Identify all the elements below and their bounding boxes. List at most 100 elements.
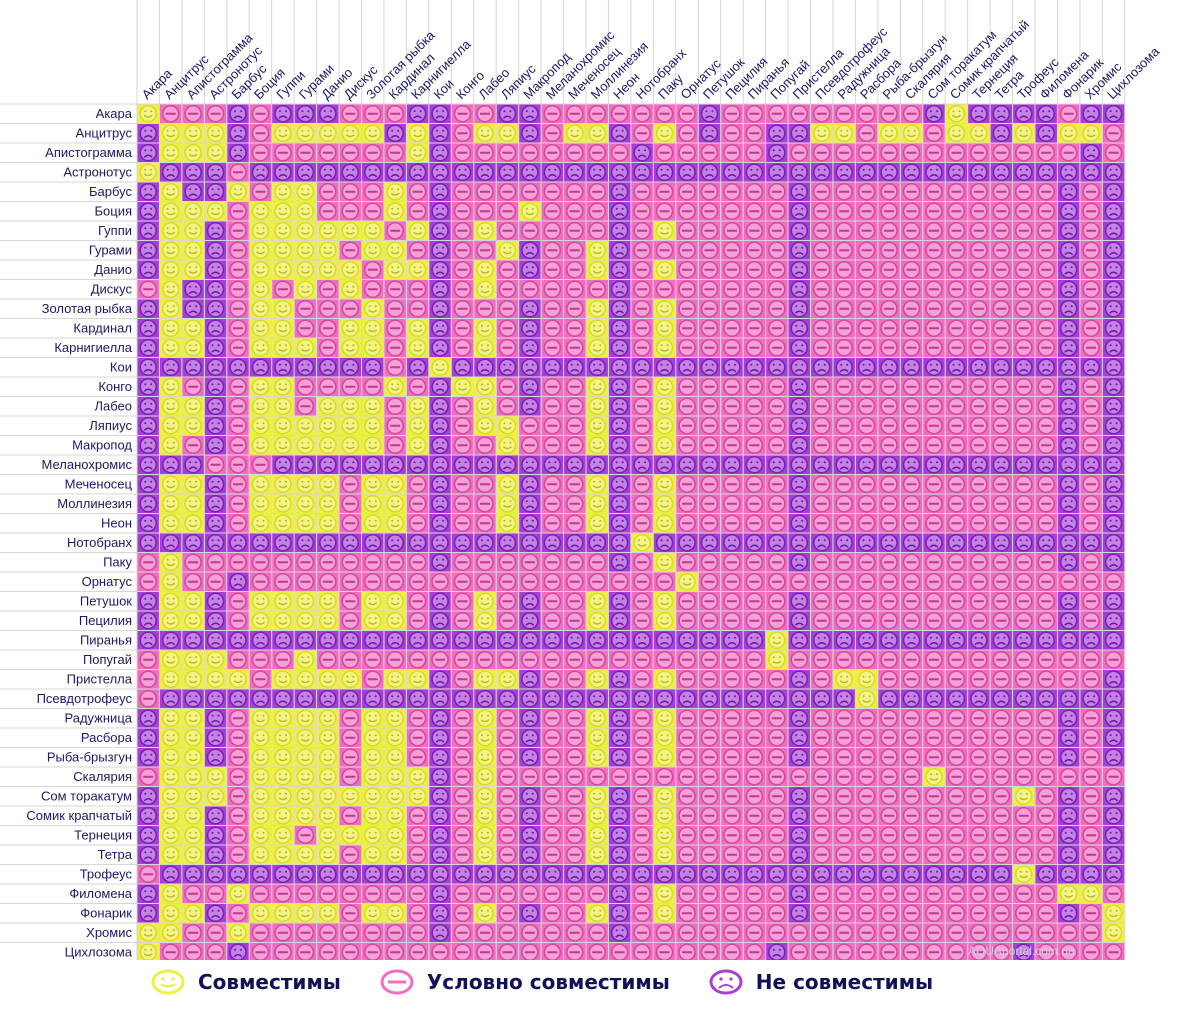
compatibility-cell (833, 767, 855, 786)
compatibility-cell (474, 182, 496, 201)
compatibility-cell (496, 806, 519, 825)
compatibility-cell (811, 943, 833, 960)
compatibility-cell (1080, 865, 1102, 884)
compatibility-cell (1080, 806, 1102, 825)
compatibility-cell (1080, 553, 1102, 572)
compatibility-cell (1013, 943, 1035, 960)
compatibility-cell (249, 767, 272, 786)
compatibility-cell (159, 533, 182, 552)
compatibility-cell (1057, 338, 1080, 357)
compatibility-cell (1057, 865, 1080, 884)
row-label: Нотобранх (67, 535, 132, 550)
compatibility-cell (698, 631, 721, 650)
compatibility-cell (811, 553, 833, 572)
compatibility-cell (182, 124, 204, 143)
compatibility-cell (519, 221, 541, 240)
compatibility-cell (698, 455, 721, 474)
compatibility-cell (811, 904, 833, 923)
compatibility-cell (855, 436, 878, 455)
compatibility-cell (676, 202, 698, 221)
compatibility-cell (317, 416, 339, 435)
compatibility-cell (923, 709, 945, 728)
compatibility-cell (541, 611, 564, 630)
compatibility-cell (1013, 319, 1035, 338)
compatibility-cell (317, 631, 339, 650)
compatibility-cell (1035, 592, 1057, 611)
row-label: Кардинал (73, 321, 132, 336)
compatibility-cell (204, 475, 227, 494)
compatibility-cell (855, 494, 878, 513)
compatibility-cell (631, 670, 653, 689)
compatibility-cell (833, 572, 855, 591)
compatibility-cell (1102, 670, 1125, 689)
compatibility-cell (653, 611, 676, 630)
compatibility-cell (1013, 767, 1035, 786)
compatibility-cell (653, 163, 676, 182)
compatibility-cell (362, 319, 384, 338)
compatibility-cell (721, 923, 743, 942)
compatibility-cell (564, 299, 586, 318)
compatibility-cell (541, 397, 564, 416)
compatibility-cell (272, 455, 294, 474)
compatibility-cell (1035, 299, 1057, 318)
compatibility-cell (519, 416, 541, 435)
compatibility-cell (406, 806, 429, 825)
compatibility-cell (586, 592, 608, 611)
frown-icon (709, 969, 743, 995)
compatibility-cell (900, 572, 923, 591)
compatibility-cell (339, 358, 361, 377)
row-label: Акара (96, 106, 133, 121)
compatibility-cell (564, 728, 586, 747)
compatibility-cell (362, 104, 384, 123)
compatibility-cell (159, 416, 182, 435)
compatibility-cell (451, 553, 474, 572)
compatibility-cell (1080, 826, 1102, 845)
compatibility-cell (721, 514, 743, 533)
compatibility-cell (451, 806, 474, 825)
compatibility-cell (294, 923, 317, 942)
compatibility-cell (227, 182, 249, 201)
compatibility-cell (698, 611, 721, 630)
compatibility-cell (384, 884, 406, 903)
compatibility-cell (159, 475, 182, 494)
compatibility-cell (811, 182, 833, 201)
compatibility-cell (653, 865, 676, 884)
compatibility-cell (923, 260, 945, 279)
compatibility-cell (159, 943, 182, 960)
compatibility-cell (1102, 884, 1125, 903)
compatibility-cell (788, 884, 810, 903)
compatibility-cell (1013, 475, 1035, 494)
compatibility-cell (564, 163, 586, 182)
compatibility-cell (294, 280, 317, 299)
compatibility-cell (249, 845, 272, 864)
compatibility-cell (137, 436, 159, 455)
compatibility-cell (227, 299, 249, 318)
compatibility-cell (362, 689, 384, 708)
compatibility-cell (384, 787, 406, 806)
compatibility-cell (631, 338, 653, 357)
compatibility-cell (923, 221, 945, 240)
compatibility-cell (339, 943, 361, 960)
compatibility-cell (1035, 650, 1057, 669)
compatibility-cell (227, 553, 249, 572)
compatibility-cell (788, 163, 810, 182)
compatibility-cell (721, 397, 743, 416)
compatibility-cell (608, 514, 631, 533)
compatibility-cell (878, 475, 900, 494)
compatibility-cell (406, 358, 429, 377)
compatibility-cell (586, 923, 608, 942)
compatibility-cell (541, 689, 564, 708)
compatibility-cell (519, 943, 541, 960)
compatibility-cell (451, 494, 474, 513)
compatibility-cell (653, 221, 676, 240)
compatibility-cell (608, 806, 631, 825)
compatibility-cell (429, 163, 451, 182)
row-label: Данио (94, 262, 132, 277)
compatibility-cell (1057, 221, 1080, 240)
legend-label-conditional: Условно совместимы (426, 970, 670, 994)
compatibility-cell (1013, 494, 1035, 513)
compatibility-cell (159, 884, 182, 903)
compatibility-cell (317, 845, 339, 864)
compatibility-cell (1080, 787, 1102, 806)
compatibility-cell (1057, 533, 1080, 552)
